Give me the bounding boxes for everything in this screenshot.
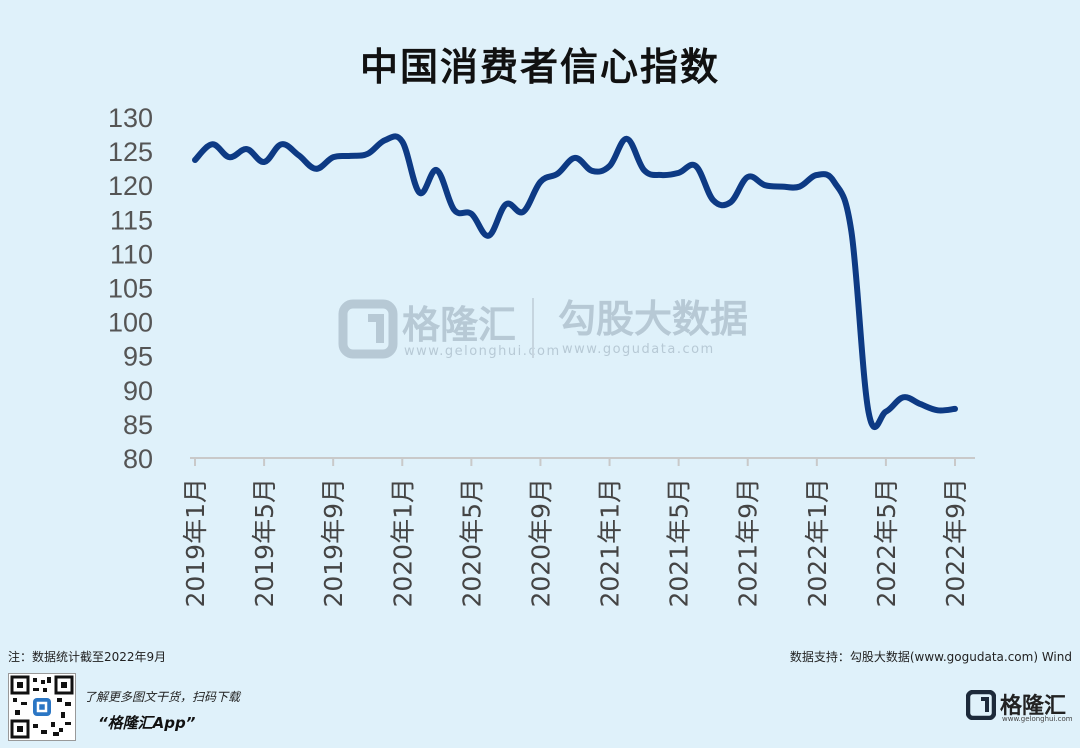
y-tick-label: 90 bbox=[123, 376, 153, 406]
y-tick-label: 130 bbox=[108, 103, 153, 133]
line-chart: 格隆汇 www.gelonghui.com 勾股大数据 www.gogudata… bbox=[108, 103, 975, 608]
footer-url: www.gelonghui.com bbox=[1002, 715, 1073, 723]
x-tick-label: 2020年1月 bbox=[388, 478, 417, 608]
footer-brand: 格隆汇 bbox=[1000, 694, 1067, 719]
x-tick-label: 2019年1月 bbox=[181, 478, 210, 608]
x-tick-label: 2020年5月 bbox=[457, 478, 486, 608]
y-tick-label: 110 bbox=[110, 239, 153, 269]
x-axis bbox=[190, 457, 975, 466]
x-tick-label: 2021年5月 bbox=[665, 478, 694, 608]
watermark: 格隆汇 www.gelonghui.com 勾股大数据 www.gogudata… bbox=[338, 297, 748, 359]
y-tick-label: 105 bbox=[108, 274, 153, 304]
y-tick-label: 125 bbox=[108, 137, 153, 167]
gelonghui-watermark-logo-icon bbox=[338, 299, 398, 359]
promo-text: 了解更多图文干货，扫码下载 bbox=[84, 690, 241, 704]
gelonghui-logo-icon bbox=[966, 690, 996, 720]
x-tick-label: 2021年9月 bbox=[734, 478, 763, 608]
qr-code-icon bbox=[8, 673, 76, 741]
x-axis-ticks: 2019年1月 2019年5月 2019年9月 2020年1月 2020年5月 2020年… bbox=[181, 478, 970, 608]
y-tick-label: 85 bbox=[123, 410, 153, 440]
x-tick-label: 2022年9月 bbox=[941, 478, 970, 608]
series-line bbox=[192, 133, 958, 431]
y-tick-label: 115 bbox=[110, 205, 153, 235]
watermark-brand-2: 勾股大数据 bbox=[558, 297, 748, 341]
footnote: 注：数据统计截至2022年9月 bbox=[8, 650, 167, 664]
y-tick-label: 95 bbox=[123, 342, 153, 372]
x-tick-label: 2020年9月 bbox=[526, 478, 555, 608]
x-tick-label: 2019年9月 bbox=[319, 478, 348, 608]
y-tick-label: 80 bbox=[123, 444, 153, 474]
footer-logo: 格隆汇 www.gelonghui.com bbox=[966, 688, 1073, 728]
watermark-url-2: www.gogudata.com bbox=[562, 342, 715, 357]
watermark-url-1: www.gelonghui.com bbox=[404, 344, 561, 359]
x-tick-label: 2022年1月 bbox=[803, 478, 832, 608]
watermark-brand-1: 格隆汇 bbox=[402, 303, 516, 347]
app-name: “格隆汇App” bbox=[98, 714, 196, 732]
x-tick-label: 2021年1月 bbox=[596, 478, 625, 608]
x-tick-label: 2022年5月 bbox=[872, 478, 901, 608]
x-tick-label: 2019年5月 bbox=[250, 478, 279, 608]
y-axis-ticks: 130 125 120 115 110 105 100 95 90 85 80 bbox=[108, 103, 153, 474]
chart-title: 中国消费者信心指数 bbox=[359, 45, 720, 89]
y-tick-label: 120 bbox=[108, 171, 153, 201]
y-tick-label: 100 bbox=[108, 308, 153, 338]
data-source: 数据支持：勾股大数据(www.gogudata.com) Wind bbox=[789, 650, 1072, 664]
